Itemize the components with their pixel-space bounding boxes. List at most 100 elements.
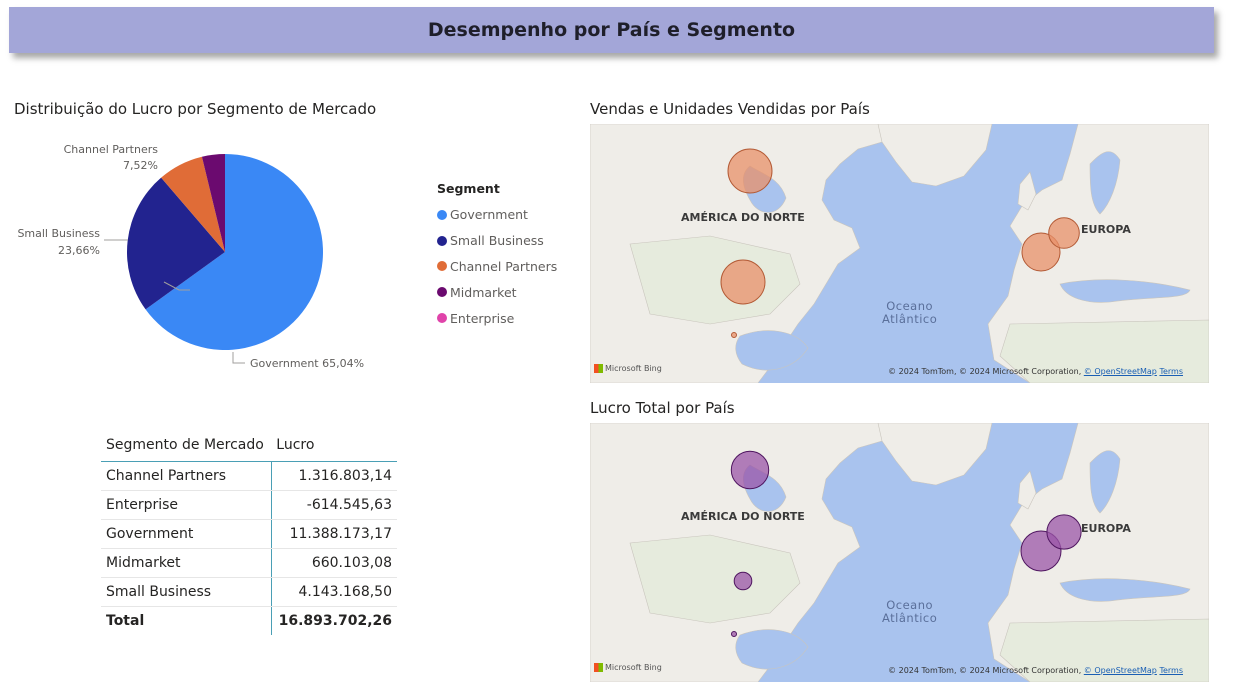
british-isles: [1017, 171, 1037, 211]
table-row[interactable]: Small Business 4.143.168,50: [101, 577, 397, 607]
table-cell-segment: Midmarket: [101, 548, 272, 578]
gulf-of-mexico: [735, 330, 809, 371]
profit-map[interactable]: AMÉRICA DO NORTE EUROPA Oceano Atlântico Mic…: [590, 423, 1209, 682]
table-cell-segment: Government: [101, 519, 272, 549]
table-total-row: Total 16.893.702,26: [101, 606, 397, 635]
africa-terrain: [999, 319, 1209, 383]
profit-map-title: Lucro Total por País: [590, 399, 735, 417]
bing-logo[interactable]: Microsoft Bing: [594, 364, 662, 373]
legend-dot: [437, 261, 447, 272]
map-bubble-germany[interactable]: [1046, 514, 1082, 550]
map-bubble-mexico[interactable]: [731, 631, 737, 637]
column-header-profit[interactable]: Lucro: [271, 429, 397, 462]
copyright-text: © 2024 TomTom, © 2024 Microsoft Corporat…: [888, 367, 1084, 376]
baltic-sea: [1089, 450, 1121, 514]
table-cell-segment: Small Business: [101, 577, 272, 607]
table-total-value: 16.893.702,26: [270, 606, 397, 635]
us-terrain: [629, 235, 801, 325]
map-label-europe: EUROPA: [1081, 522, 1131, 535]
pie-leader-government: [232, 352, 245, 364]
map-label-atlantic-ocean: Oceano Atlântico: [882, 300, 937, 326]
map-bubble-canada[interactable]: [730, 450, 770, 490]
legend-dot: [437, 235, 447, 246]
page-title-bar: Desempenho por País e Segmento: [9, 7, 1214, 53]
bing-logo[interactable]: Microsoft Bing: [594, 663, 662, 672]
pie-label-channel-partners-name: Channel Partners: [64, 143, 159, 156]
mediterranean-sea: [1059, 578, 1191, 602]
legend-dot: [437, 209, 447, 220]
legend-item-midmarket[interactable]: Midmarket: [437, 279, 557, 305]
legend-dot: [437, 313, 447, 324]
map-bubble-united-states[interactable]: [733, 571, 753, 591]
pie-chart[interactable]: Channel Partners 7,52% Small Business 23…: [0, 125, 420, 385]
table-header-row: Segmento de Mercado Lucro: [101, 429, 397, 462]
europe-africa-landmass: [987, 124, 1209, 383]
bing-label: Microsoft Bing: [605, 663, 662, 672]
british-isles: [1017, 470, 1037, 510]
map-canvas: [590, 124, 1209, 383]
ocean-label-line2: Atlântico: [882, 312, 938, 326]
ocean-label-line1: Oceano: [886, 598, 934, 612]
sales-map[interactable]: AMÉRICA DO NORTE EUROPA Oceano Atlântico Mic…: [590, 124, 1209, 383]
table-cell-profit: -614.545,63: [270, 490, 397, 520]
baltic-sea: [1089, 151, 1121, 215]
table-row[interactable]: Government 11.388.173,17: [101, 519, 397, 549]
africa-terrain: [999, 618, 1209, 682]
profit-table: Segmento de Mercado Lucro Channel Partne…: [101, 429, 397, 635]
legend-label: Enterprise: [450, 310, 515, 326]
microsoft-logo-icon: [594, 364, 603, 373]
legend-item-small-business[interactable]: Small Business: [437, 228, 557, 254]
map-copyright: © 2024 TomTom, © 2024 Microsoft Corporat…: [888, 367, 1183, 376]
terms-link[interactable]: Terms: [1159, 367, 1183, 376]
legend-label: Government: [450, 207, 528, 223]
map-canvas: [590, 423, 1209, 682]
map-bubble-france[interactable]: [1021, 232, 1061, 272]
us-terrain: [629, 534, 801, 624]
europe-africa-landmass: [987, 423, 1209, 682]
table-total-label: Total: [106, 613, 145, 629]
openstreetmap-link[interactable]: © OpenStreetMap: [1083, 367, 1157, 376]
pie-slice-government[interactable]: [145, 154, 324, 350]
page-title: Desempenho por País e Segmento: [427, 19, 796, 41]
table-cell-segment: Enterprise: [101, 490, 272, 520]
pie-slice-channel-partners[interactable]: [161, 156, 225, 252]
map-label-europe: EUROPA: [1081, 223, 1131, 236]
openstreetmap-link[interactable]: © OpenStreetMap: [1083, 666, 1157, 675]
legend-label: Midmarket: [450, 284, 517, 300]
greenland-landmass: [877, 124, 993, 187]
legend-dot: [437, 287, 447, 298]
pie-label-small-business-pct: 23,66%: [58, 244, 100, 257]
table-cell-profit: 4.143.168,50: [270, 577, 397, 607]
pie-slice-midmarket[interactable]: [201, 154, 225, 252]
pie-label-government: Government 65,04%: [250, 357, 364, 370]
table-cell-profit: 11.388.173,17: [270, 519, 397, 549]
legend-title: Segment: [437, 181, 500, 196]
pie-leader-channel-partners: [163, 281, 190, 291]
legend-item-enterprise[interactable]: Enterprise: [437, 305, 557, 331]
table-cell-segment: Channel Partners: [101, 461, 272, 491]
pie-slice-small-business[interactable]: [126, 177, 225, 310]
table-row[interactable]: Channel Partners 1.316.803,14: [101, 461, 397, 491]
column-header-segment[interactable]: Segmento de Mercado: [101, 429, 272, 462]
map-bubble-mexico[interactable]: [731, 332, 737, 338]
legend-label: Channel Partners: [450, 258, 558, 274]
copyright-text: © 2024 TomTom, © 2024 Microsoft Corporat…: [888, 666, 1084, 675]
legend-item-government[interactable]: Government: [437, 202, 557, 228]
greenland-landmass: [877, 423, 993, 486]
microsoft-logo-icon: [594, 663, 603, 672]
pie-chart-title: Distribuição do Lucro por Segmento de Me…: [14, 100, 377, 118]
mediterranean-sea: [1059, 279, 1191, 303]
legend-label: Small Business: [450, 233, 544, 249]
table-row[interactable]: Enterprise -614.545,63: [101, 490, 397, 520]
map-bubble-united-states[interactable]: [720, 259, 766, 305]
map-label-atlantic-ocean: Oceano Atlântico: [882, 599, 937, 625]
pie-label-small-business-name: Small Business: [17, 227, 100, 240]
map-label-north-america: AMÉRICA DO NORTE: [681, 510, 805, 523]
map-bubble-germany[interactable]: [1048, 217, 1080, 249]
legend-item-channel-partners[interactable]: Channel Partners: [437, 254, 557, 280]
terms-link[interactable]: Terms: [1159, 666, 1183, 675]
map-copyright: © 2024 TomTom, © 2024 Microsoft Corporat…: [888, 666, 1183, 675]
map-bubble-canada[interactable]: [727, 148, 773, 194]
table-row[interactable]: Midmarket 660.103,08: [101, 548, 397, 578]
gulf-of-mexico: [735, 629, 809, 670]
